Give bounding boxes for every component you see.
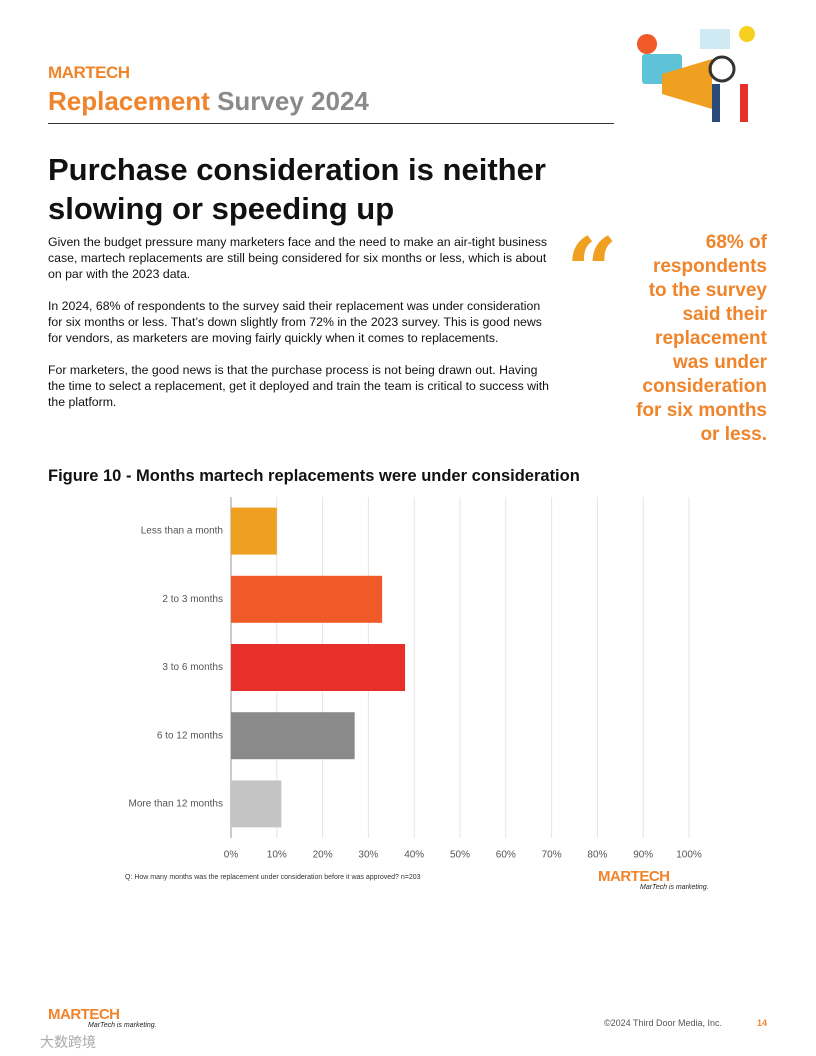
x-tick-label: 10% [267,850,287,861]
x-tick-label: 80% [587,850,607,861]
chart-note: Q: How many months was the replacement u… [125,874,421,881]
bar [231,644,406,691]
chart-title: Figure 10 - Months martech replacements … [48,467,580,485]
bar [231,575,383,623]
paragraph: Given the budget pressure many marketers… [48,235,547,281]
quote-line: was under [673,352,767,373]
x-tick-label: 40% [404,850,424,861]
x-tick-label: 0% [224,850,239,861]
y-tick-label: More than 12 months [129,799,224,810]
chart-tagline: MarTech is marketing. [640,884,709,891]
x-tick-label: 100% [676,850,702,861]
title-main: Replacement [48,86,210,116]
x-tick-label: 60% [496,850,516,861]
footer-logo: MARTECH [48,1006,120,1023]
copyright: ©2024 Third Door Media, Inc. [604,1018,723,1028]
bar [231,712,355,760]
page-number: 14 [757,1018,768,1028]
logo: MARTECH [48,63,130,82]
x-tick-label: 70% [542,850,562,861]
chart: 0% 10% 20% 30% 40% 50% 60% 70% 80% 90% 100% Less th… [129,497,702,861]
quote-line: or less. [700,424,767,445]
y-tick-label: Less than a month [141,526,223,537]
y-tick-label: 2 to 3 months [162,594,223,605]
x-tick-label: 30% [358,850,378,861]
pull-quote: 68% of respondents to the survey said their… [636,231,767,447]
header-rule [48,123,614,124]
chart-logo: MARTECH [598,868,670,885]
bar [231,780,282,828]
quote-line: 68% of [705,232,767,253]
header-title: Replacement Survey 2024 [48,86,369,117]
x-tick-label: 20% [313,850,333,861]
quote-line: said their [682,304,767,325]
quote-mark: “ [566,218,618,324]
watermark: 大数跨境 [40,1034,96,1050]
bar [231,507,277,555]
quote-line: replacement [655,328,767,349]
paragraph: In 2024, 68% of respondents to the surve… [48,299,542,345]
paragraph: For marketers, the good news is that the… [48,363,550,409]
x-tick-label: 90% [633,850,653,861]
heading: Purchase consideration is neither slowin… [48,152,546,226]
quote-line: consideration [642,376,767,397]
x-tick-label: 50% [450,850,470,861]
quote-line: for six months [636,400,767,421]
title-rest: Survey 2024 [217,86,369,116]
y-tick-label: 3 to 6 months [162,662,223,673]
y-tick-label: 6 to 12 months [157,730,223,741]
illustration [637,26,755,122]
footer-tagline: MarTech is marketing. [88,1022,157,1029]
body: Given the budget pressure many marketers… [48,234,556,410]
quote-line: to the survey [648,280,767,301]
quote-line: respondents [652,256,767,277]
